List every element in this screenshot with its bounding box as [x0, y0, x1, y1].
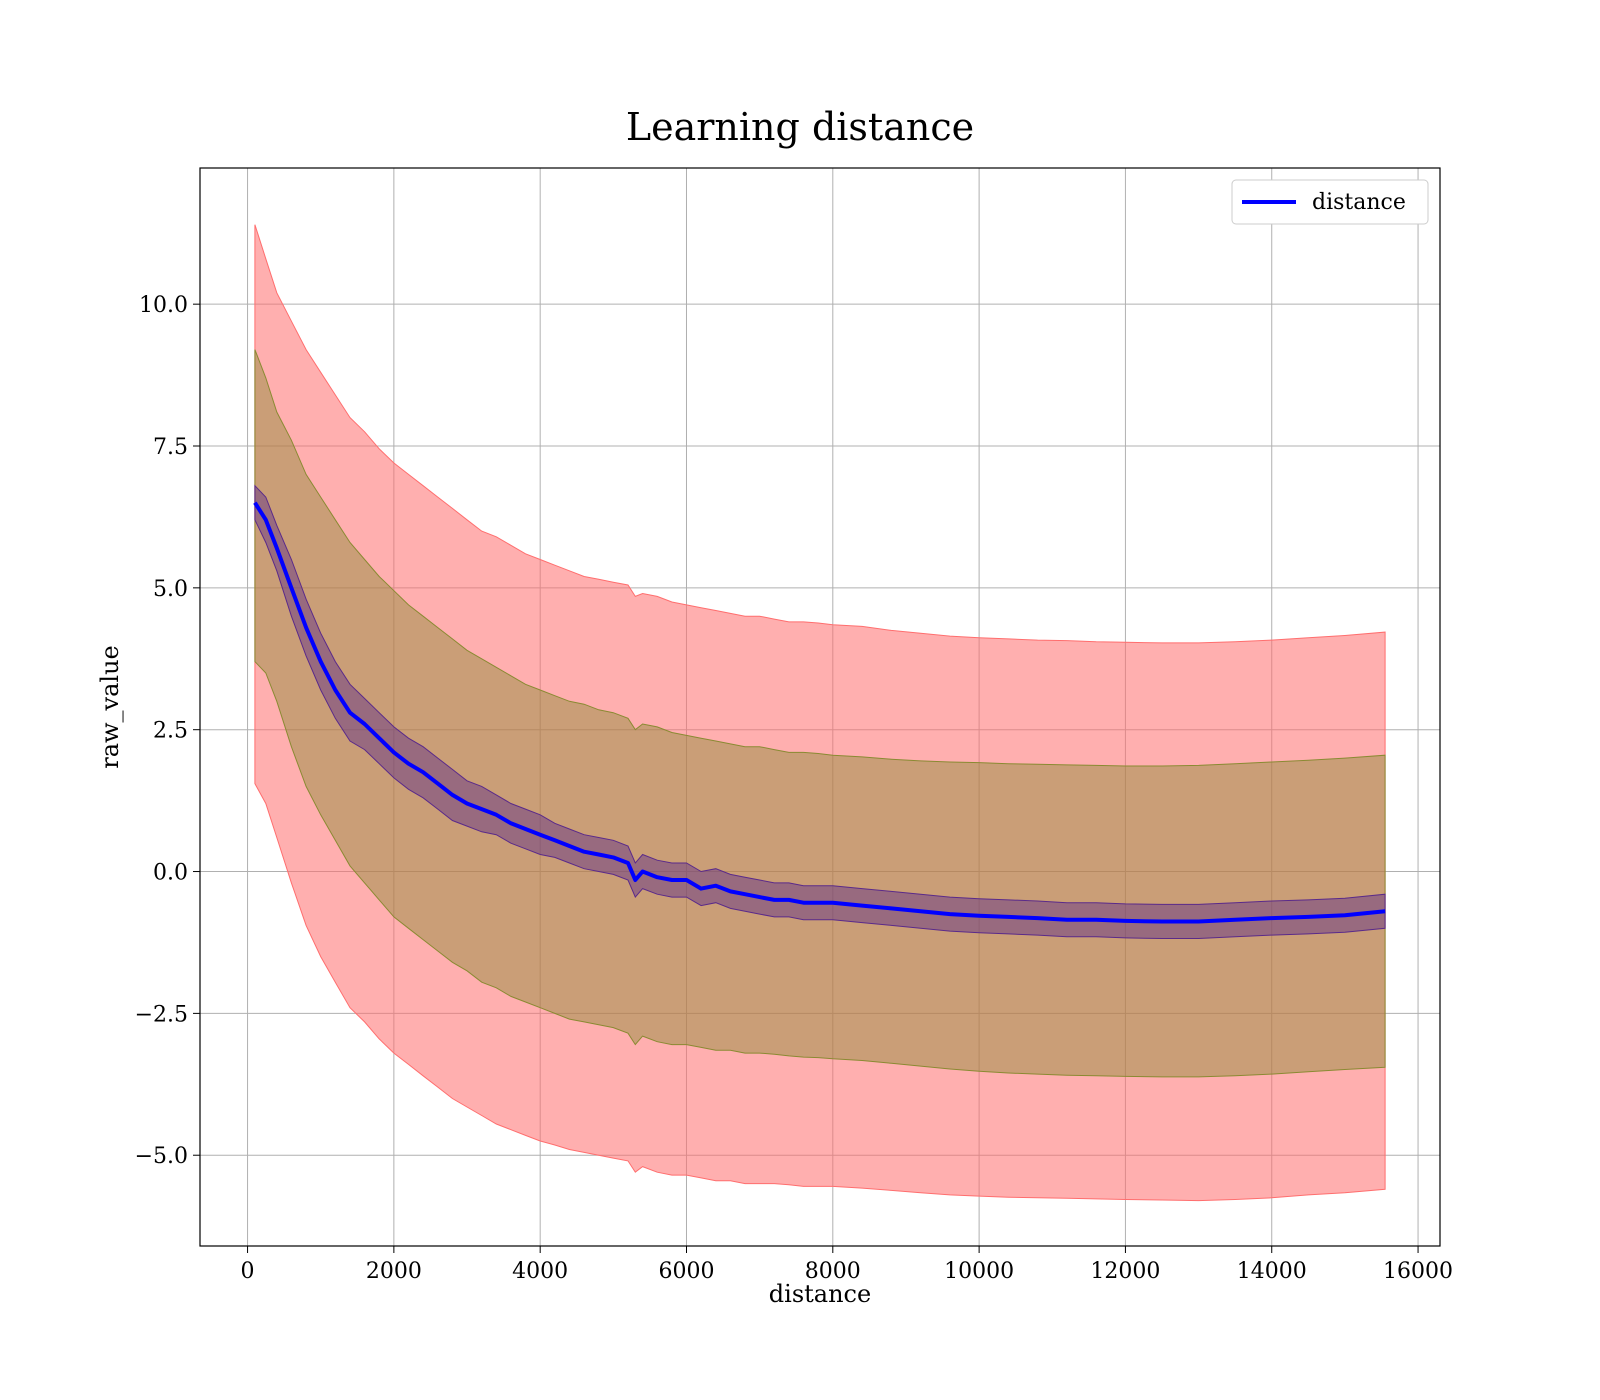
x-tick-label: 16000 [1383, 1259, 1453, 1284]
y-tick-label: 7.5 [153, 435, 188, 460]
chart-title: Learning distance [626, 105, 974, 149]
series-line-group [253, 501, 1386, 924]
x-tick-label: 4000 [512, 1259, 568, 1284]
outer-band [254, 224, 1386, 1202]
x-tick-label: 8000 [805, 1259, 861, 1284]
x-axis-label: distance [769, 1280, 871, 1308]
y-tick-label: 5.0 [153, 577, 188, 602]
x-tick-label: 14000 [1237, 1259, 1307, 1284]
legend: distance [1231, 179, 1429, 225]
confidence-bands [254, 224, 1386, 1202]
x-tick-label: 10000 [944, 1259, 1014, 1284]
legend-label-distance: distance [1312, 190, 1406, 215]
y-tick-label: 10.0 [139, 293, 188, 318]
inner-band [254, 484, 1386, 939]
x-tick-label: 12000 [1090, 1259, 1160, 1284]
y-tick-label: −5.0 [135, 1144, 188, 1169]
y-tick-label: 0.0 [153, 861, 188, 886]
series-line-distance [253, 501, 1386, 924]
x-tick-label: 6000 [658, 1259, 714, 1284]
plot-frame [199, 167, 1441, 1247]
x-tick-label: 2000 [366, 1259, 422, 1284]
y-axis-label: raw_value [96, 645, 124, 769]
x-axis-ticks: 0 2000 4000 6000 8000 10000 12000 14000 16000 [241, 1246, 1453, 1284]
legend-box [1231, 179, 1429, 225]
y-tick-label: −2.5 [135, 1002, 188, 1027]
x-tick-label: 0 [241, 1259, 255, 1284]
y-axis-ticks: −5.0 −2.5 0.0 2.5 5.0 7.5 10.0 [135, 293, 200, 1169]
middle-band [254, 349, 1386, 1078]
y-tick-label: 2.5 [153, 719, 188, 744]
